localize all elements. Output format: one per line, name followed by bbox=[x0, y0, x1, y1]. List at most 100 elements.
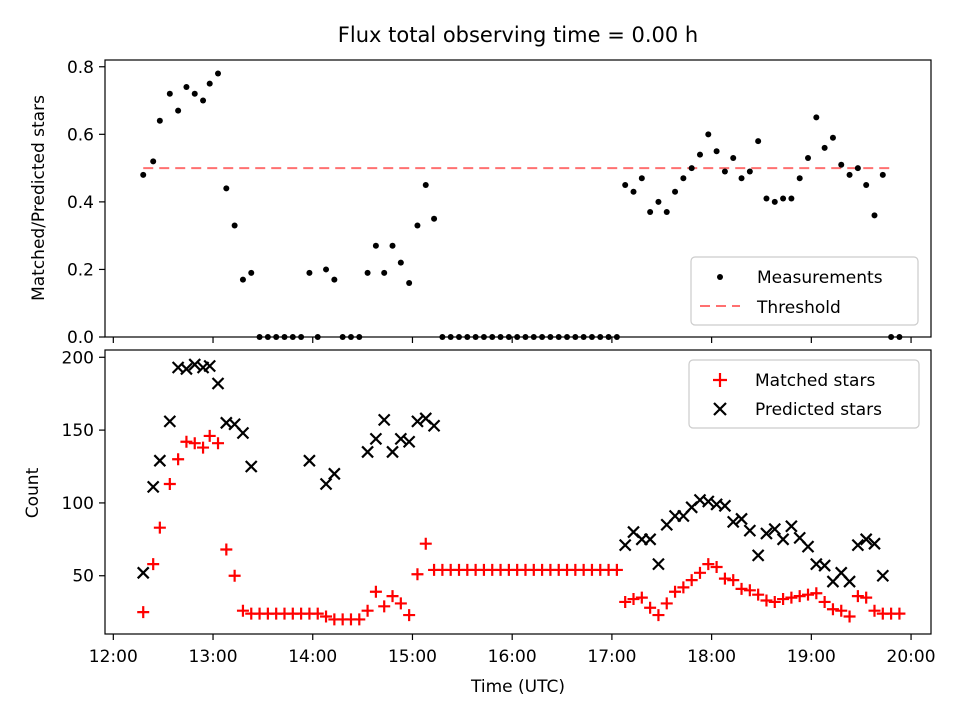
measurement-point bbox=[381, 269, 388, 276]
measurement-point bbox=[622, 181, 629, 188]
measurement-point bbox=[248, 269, 255, 276]
x-tick-label: 20:00 bbox=[887, 647, 936, 667]
measurement-point bbox=[655, 198, 662, 205]
matched-star-point bbox=[311, 607, 324, 620]
matched-star-point bbox=[411, 568, 424, 581]
measurement-point bbox=[813, 114, 820, 121]
matched-star-point bbox=[743, 584, 756, 597]
predicted-star-point bbox=[735, 512, 748, 526]
predicted-star-point bbox=[618, 538, 632, 552]
predicted-star-point bbox=[743, 524, 757, 537]
matched-star-point bbox=[378, 600, 391, 613]
matched-star-point bbox=[760, 594, 773, 607]
measurement-point bbox=[191, 90, 198, 97]
top-y-tick-label: 0.0 bbox=[67, 328, 94, 348]
measurement-points bbox=[140, 70, 903, 340]
legend-marker-measurements bbox=[717, 274, 723, 280]
matched-star-point bbox=[627, 593, 640, 606]
matched-star-point bbox=[710, 561, 723, 574]
matched-star-point bbox=[137, 606, 150, 619]
matched-star-point bbox=[147, 558, 160, 571]
measurement-point bbox=[821, 144, 828, 151]
predicted-star-point bbox=[818, 559, 831, 572]
bottom-x-ticks: 12:00 13:00 14:00 15:00 16:00 17:00 18:00 19:00… bbox=[89, 634, 936, 667]
matched-star-point bbox=[752, 588, 765, 601]
measurement-point bbox=[721, 168, 728, 175]
predicted-star-point bbox=[718, 499, 732, 513]
matched-star-point bbox=[419, 537, 432, 550]
matched-star-points bbox=[137, 429, 906, 626]
matched-star-point bbox=[394, 597, 407, 610]
predicted-star-point bbox=[643, 533, 657, 546]
predicted-star-point bbox=[386, 445, 399, 459]
bottom-axes-frame bbox=[104, 349, 932, 635]
matched-star-point bbox=[652, 609, 665, 622]
matched-star-point bbox=[610, 563, 623, 576]
matched-star-point bbox=[702, 558, 715, 571]
predicted-star-point bbox=[361, 445, 374, 459]
predicted-star-point bbox=[876, 569, 890, 583]
x-axis-label: Time (UTC) bbox=[470, 677, 565, 697]
matched-star-point bbox=[718, 572, 731, 585]
measurement-point bbox=[838, 161, 845, 168]
top-x-ticks bbox=[112, 337, 912, 343]
bottom-legend: Matched stars Predicted stars bbox=[688, 359, 920, 429]
matched-star-point bbox=[644, 601, 657, 614]
predicted-star-point bbox=[801, 540, 815, 553]
measurement-point bbox=[389, 242, 396, 249]
measurement-point bbox=[414, 222, 421, 229]
measurement-point bbox=[406, 279, 413, 286]
predicted-star-point bbox=[236, 426, 250, 440]
x-tick-label: 14:00 bbox=[288, 647, 337, 667]
measurement-point bbox=[638, 175, 645, 182]
measurement-point bbox=[746, 168, 753, 175]
matched-star-point bbox=[660, 597, 673, 610]
top-y-ticks: 0.0 0.2 0.4 0.6 0.8 bbox=[67, 58, 105, 348]
x-tick-label: 15:00 bbox=[388, 647, 437, 667]
matched-star-point bbox=[810, 587, 823, 600]
matched-star-point bbox=[172, 453, 185, 466]
matched-star-point bbox=[203, 429, 216, 442]
measurement-point bbox=[223, 185, 230, 192]
measurement-point bbox=[647, 209, 654, 216]
top-y-axis-label: Matched/Predicted stars bbox=[29, 95, 49, 301]
legend-label-threshold: Threshold bbox=[756, 298, 841, 318]
top-axes-frame bbox=[104, 59, 932, 338]
predicted-star-point bbox=[427, 419, 441, 433]
bottom-y-ticks: 50 100 150 200 bbox=[62, 348, 105, 587]
measurement-point bbox=[871, 212, 878, 219]
measurement-point bbox=[730, 154, 737, 161]
predicted-star-point bbox=[211, 377, 225, 390]
predicted-star-point bbox=[328, 467, 341, 481]
measurement-point bbox=[200, 97, 207, 104]
x-tick-label: 13:00 bbox=[189, 647, 238, 667]
measurement-point bbox=[738, 175, 745, 182]
matched-star-point bbox=[777, 593, 790, 606]
predicted-star-point bbox=[394, 432, 408, 446]
matched-star-point bbox=[197, 441, 210, 454]
measurement-point bbox=[364, 269, 371, 276]
measurement-point bbox=[239, 276, 246, 283]
matched-star-point bbox=[868, 604, 881, 617]
measurement-point bbox=[183, 84, 190, 91]
measurement-point bbox=[215, 70, 222, 77]
matched-star-point bbox=[153, 521, 166, 534]
predicted-star-point bbox=[369, 432, 383, 446]
legend-marker-predicted bbox=[713, 402, 727, 416]
bottom-y-tick-label: 150 bbox=[62, 421, 94, 441]
measurement-point bbox=[206, 80, 213, 87]
predicted-star-point bbox=[244, 460, 258, 473]
matched-star-point bbox=[835, 604, 848, 617]
measurement-point bbox=[231, 222, 238, 229]
matched-star-point bbox=[860, 591, 873, 604]
top-legend-box bbox=[690, 256, 919, 326]
bottom-y-tick-label: 100 bbox=[62, 494, 94, 514]
matched-star-point bbox=[361, 604, 374, 617]
predicted-star-point bbox=[188, 358, 202, 371]
matched-star-point bbox=[212, 437, 225, 450]
top-y-tick-label: 0.6 bbox=[67, 125, 94, 145]
matched-star-point bbox=[635, 591, 648, 604]
panel-counts: 50 100 150 200 12:00 13:00 14:00 15:00 16:00 17:… bbox=[23, 348, 936, 697]
legend-label-matched: Matched stars bbox=[755, 371, 875, 391]
